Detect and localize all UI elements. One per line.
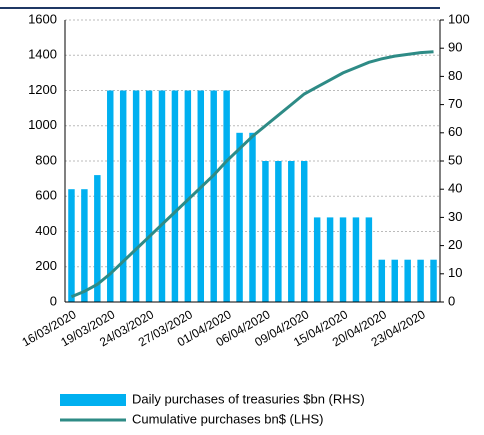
bar bbox=[430, 259, 437, 302]
bar bbox=[132, 90, 140, 302]
y2-tick-label: 40 bbox=[448, 181, 462, 196]
y2-tick-label: 70 bbox=[448, 96, 462, 111]
y-tick-label: 1600 bbox=[28, 11, 57, 26]
bar bbox=[249, 132, 256, 302]
bar bbox=[210, 90, 217, 302]
bar bbox=[313, 217, 321, 302]
bar bbox=[197, 90, 205, 302]
line bbox=[70, 50, 434, 299]
bar bbox=[236, 132, 243, 302]
y-tick-label: 0 bbox=[50, 293, 57, 308]
y-tick-label: 600 bbox=[35, 188, 57, 203]
bar bbox=[184, 90, 192, 302]
bar bbox=[81, 189, 88, 302]
bar bbox=[145, 90, 153, 302]
legend-swatch bbox=[60, 394, 126, 406]
bar bbox=[300, 161, 308, 302]
legend-label: Daily purchases of treasuries $bn (RHS) bbox=[132, 391, 365, 406]
bar bbox=[94, 175, 101, 302]
y-tick-label: 1200 bbox=[28, 82, 57, 97]
bar bbox=[158, 90, 166, 302]
bar bbox=[404, 259, 411, 302]
y2-tick-label: 30 bbox=[448, 209, 462, 224]
bar bbox=[68, 189, 75, 302]
y-tick-label: 200 bbox=[35, 258, 57, 273]
y2-tick-label: 90 bbox=[448, 40, 462, 55]
y-tick-label: 1000 bbox=[28, 117, 57, 132]
bar bbox=[107, 90, 114, 302]
y2-tick-label: 100 bbox=[448, 11, 470, 26]
bar bbox=[223, 90, 230, 302]
bar bbox=[339, 217, 347, 302]
y2-tick-label: 0 bbox=[448, 293, 455, 308]
bar bbox=[262, 161, 269, 302]
y2-tick-label: 80 bbox=[448, 68, 462, 83]
bar bbox=[365, 217, 373, 302]
y-tick-label: 400 bbox=[35, 223, 57, 238]
y2-tick-label: 10 bbox=[448, 265, 462, 280]
y-tick-label: 1400 bbox=[28, 47, 57, 62]
y2-tick-label: 60 bbox=[448, 124, 462, 139]
bar bbox=[288, 161, 295, 302]
bar bbox=[275, 161, 282, 302]
bar bbox=[171, 90, 179, 302]
legend-label: Cumulative purchases bn$ (LHS) bbox=[132, 411, 323, 426]
bar bbox=[119, 90, 127, 302]
y2-tick-label: 50 bbox=[448, 152, 462, 167]
y2-tick-label: 20 bbox=[448, 237, 462, 252]
y-tick-label: 800 bbox=[35, 152, 57, 167]
bar bbox=[378, 259, 386, 302]
bar bbox=[417, 259, 424, 302]
bar bbox=[326, 217, 334, 302]
bar bbox=[352, 217, 360, 302]
bar bbox=[391, 259, 398, 302]
